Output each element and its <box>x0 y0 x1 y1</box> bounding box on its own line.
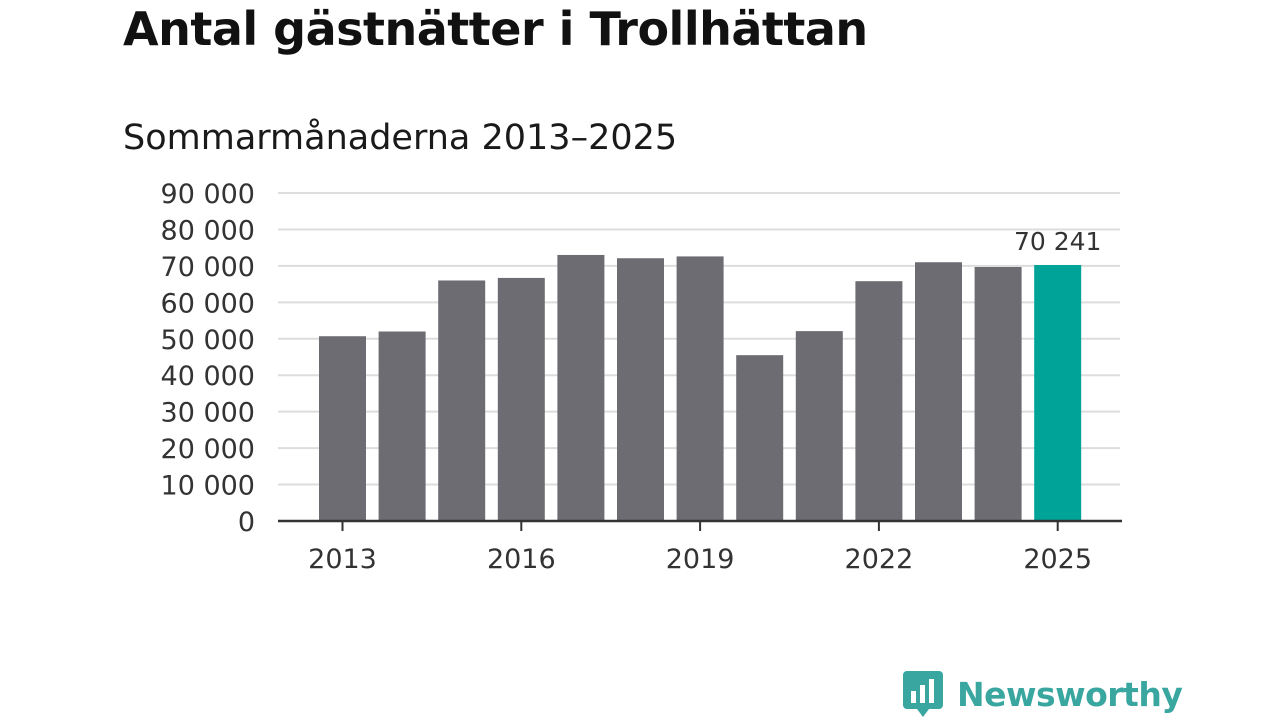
y-tick-label: 50 000 <box>161 325 255 356</box>
bar-2022 <box>855 281 903 521</box>
x-tick-label: 2013 <box>308 544 377 575</box>
brand-name: Newsworthy <box>957 674 1183 714</box>
x-tick-label: 2019 <box>666 544 735 575</box>
bar-2021 <box>795 331 843 521</box>
data-labels: 70 241 <box>1014 227 1101 256</box>
bar-2025 <box>1034 265 1082 521</box>
x-tick-label: 2022 <box>845 544 914 575</box>
chart-title: Antal gästnätter i Trollhättan <box>123 2 868 56</box>
bar-2015 <box>438 280 486 521</box>
x-axis-ticks: 2013 2016 2019 2022 2025 <box>308 521 1092 575</box>
x-tick-label: 2025 <box>1023 544 1092 575</box>
y-tick-label: 30 000 <box>161 398 255 429</box>
bar-2020 <box>736 355 784 521</box>
y-tick-label: 70 000 <box>161 252 255 283</box>
chart-subtitle: Sommarmånaderna 2013–2025 <box>123 118 678 158</box>
data-label: 70 241 <box>1014 227 1101 256</box>
x-tick-label: 2016 <box>487 544 556 575</box>
y-tick-label: 40 000 <box>161 361 255 392</box>
y-tick-label: 20 000 <box>161 434 255 465</box>
bar-2014 <box>378 331 426 521</box>
bars <box>319 254 1082 521</box>
bar-2017 <box>557 254 605 521</box>
bar-2019 <box>676 256 724 521</box>
bar-chart-speech-icon <box>903 671 943 717</box>
y-tick-label: 60 000 <box>161 288 255 319</box>
bar-2023 <box>915 262 962 521</box>
y-axis-ticks: 0 10 000 20 000 30 000 40 000 50 000 60 000 70 … <box>161 179 255 538</box>
bar-2016 <box>497 277 545 521</box>
y-tick-label: 10 000 <box>161 471 255 502</box>
y-tick-label: 0 <box>238 507 255 538</box>
bar-2024 <box>974 266 1022 521</box>
y-tick-label: 80 000 <box>161 215 255 246</box>
bar-2013 <box>319 336 366 521</box>
bar-2018 <box>617 258 664 521</box>
brand-logo: Newsworthy <box>903 671 1183 717</box>
y-tick-label: 90 000 <box>161 179 255 210</box>
